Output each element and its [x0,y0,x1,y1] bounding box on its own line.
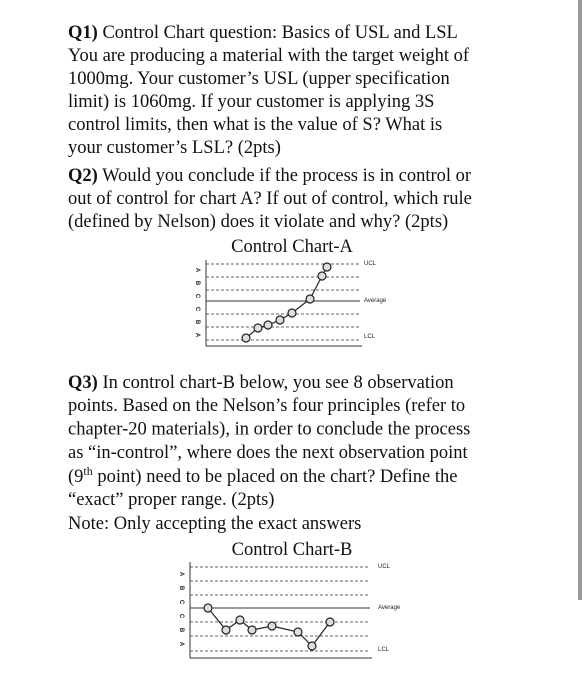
question-label: Q3) [68,373,98,393]
zone-label: B [178,628,184,633]
zone-lines [190,566,370,652]
question-label: Q1) [68,23,98,43]
control-chart-a: UCL Average LCL A B C C B A [194,260,387,347]
ucl-label: UCL [364,261,377,267]
ucl-label: UCL [378,564,391,570]
average-label: Average [364,298,387,304]
superscript: th [83,464,92,478]
zone-lines [206,263,360,341]
lcl-label: LCL [378,647,390,653]
chart-title: Control Chart-A [231,237,353,257]
zone-label: C [194,307,200,312]
question-text: Would you conclude if the process is in … [102,166,471,186]
question-line: chapter-20 materials), in order to concl… [68,420,470,440]
question-line: (9th point) need to be placed on the cha… [68,464,457,487]
zone-label: C [178,614,184,619]
average-label: Average [378,605,401,611]
question-1: Q1) Control Chart question: Basics of US… [68,23,470,158]
chart-title: Control Chart-B [232,540,353,560]
points [203,603,335,651]
question-line: control limits, then what is the value o… [68,115,442,135]
question-2: Q2) Would you conclude if the process is… [68,166,472,232]
question-line: as “in-control”, where does the next obs… [68,443,469,463]
scrollbar [578,0,582,600]
lcl-label: LCL [364,334,376,340]
question-line: Q3) In control chart-B below, you see 8 … [68,373,454,393]
zone-label: C [194,294,200,299]
question-label: Q2) [68,166,98,186]
question-line: “exact” proper range. (2pts) [68,490,274,510]
points [241,262,332,343]
question-line: Q1) Control Chart question: Basics of US… [68,23,458,43]
zone-label: A [178,642,184,647]
text: point) need to be placed on the chart? D… [93,467,458,487]
zone-label: B [194,281,200,286]
question-3: Q3) In control chart-B below, you see 8 … [68,373,470,534]
zone-label: C [178,600,184,605]
question-line: (defined by Nelson) does it violate and … [68,212,448,232]
question-line: 1000mg. Your customer’s USL (upper speci… [68,69,450,89]
zone-label: A [194,333,200,338]
question-line: your customer’s LSL? (2pts) [68,138,281,158]
question-text: In control chart-B below, you see 8 obse… [102,373,453,393]
zone-label: B [194,320,200,325]
zone-label: A [178,572,184,577]
question-text: Control Chart question: Basics of USL an… [102,23,457,43]
zone-label: A [194,268,200,273]
question-line: limit) is 1060mg. If your customer is ap… [68,92,434,112]
zone-label: B [178,586,184,591]
control-chart-b: UCL Average LCL A B C C B A [178,562,401,659]
question-line: Q2) Would you conclude if the process is… [68,166,471,186]
zone-labels: A B C C B A [178,572,184,647]
text: (9 [68,467,83,487]
question-line: You are producing a material with the ta… [68,46,470,66]
question-line: out of control for chart A? If out of co… [68,189,472,209]
note: Note: Only accepting the exact answers [68,514,361,534]
question-line: points. Based on the Nelson’s four princ… [68,396,465,416]
zone-labels: A B C C B A [194,268,200,338]
